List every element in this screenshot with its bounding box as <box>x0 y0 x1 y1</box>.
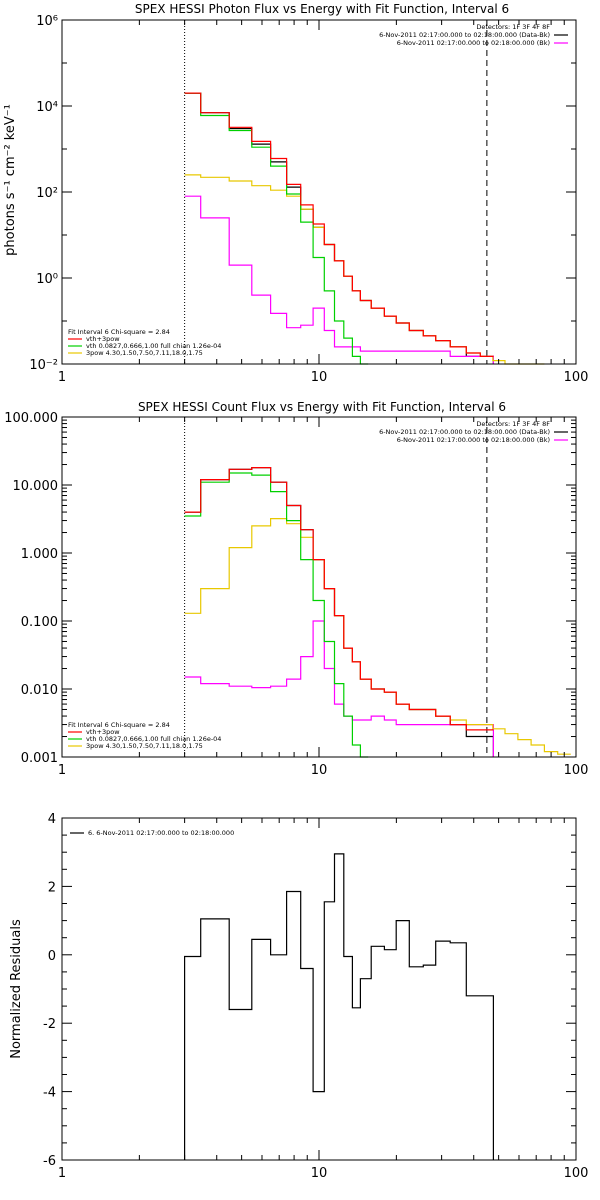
panel1-series-line <box>184 92 494 357</box>
panel3-y-axis-label: Normalized Residuals <box>9 919 24 1059</box>
panel1-y-tick-label: 10⁰ <box>36 272 58 287</box>
panel2-legend-entry: Fit Interval 6 Chi-square = 2.84 <box>68 721 170 729</box>
panel2-y-tick-label: 1.000 <box>21 547 58 562</box>
panel2-x-tick-label: 1 <box>58 763 66 778</box>
panel1-series-line <box>184 195 494 364</box>
panel2-y-tick-label: 10.000 <box>13 479 59 494</box>
panel3-y-tick-label: -2 <box>43 1017 56 1032</box>
panel3-series-line <box>184 853 494 1160</box>
panel2-legend-entry: vth 0.0827,0.666,1.00 full chian 1.26e-0… <box>86 735 221 743</box>
panel2-y-tick-label: 0.010 <box>21 683 58 698</box>
panel1-y-axis-label: photons s⁻¹ cm⁻² keV⁻¹ <box>3 104 18 256</box>
panel1-legend-entry: Detectors: 1F 3F 4F 8F <box>476 23 550 31</box>
panel3-plot-frame <box>61 817 577 1161</box>
panel3-y-tick-label: -6 <box>43 1154 56 1169</box>
panel3-y-tick-label: 4 <box>48 812 56 827</box>
residuals-panel: Normalized Residuals 1 10 100 -6 -4 -2 0 2 4 6. … <box>9 812 588 1181</box>
panel1-legend-entry: Fit Interval 6 Chi-square = 2.84 <box>68 328 170 336</box>
panel2-legend-entry: vth+3pow <box>86 728 120 736</box>
panel1-legend-entry: vth 0.0827,0.666,1.00 full chian 1.26e-0… <box>86 342 221 350</box>
panel2-series-line <box>184 467 494 731</box>
panel2-y-tick-label: 0.001 <box>21 751 58 766</box>
panel2-legend-entry: Detectors: 1F 3F 4F 8F <box>476 420 550 428</box>
panel3-y-tick-label: 0 <box>48 949 56 964</box>
panel2-legend-entry: 6-Nov-2011 02:17:00.000 to 02:18:00.000 … <box>397 436 550 444</box>
panel2-x-tick-label: 100 <box>564 763 589 778</box>
panel1-legend-entry: 3pow 4.30,1.50,7.50,7.11,18.0,1.75 <box>86 349 203 357</box>
panel3-legend-entry: 6. 6-Nov-2011 02:17:00.000 to 02:18:00.0… <box>88 829 234 837</box>
panel2-y-tick-label: 100.000 <box>4 411 58 426</box>
panel2-series-line <box>184 620 494 757</box>
panel2-legend-entry: 3pow 4.30,1.50,7.50,7.11,18.0,1.75 <box>86 742 203 750</box>
panel1-y-tick-label: 10⁴ <box>36 100 58 115</box>
count-flux-panel: SPEX HESSI Count Flux vs Energy with Fit… <box>4 400 588 778</box>
panel1-legend-entry: 6-Nov-2011 02:17:00.000 to 02:18:00.000 … <box>379 31 550 39</box>
panel2-series-line <box>184 518 571 755</box>
panel2-series-line <box>184 472 369 758</box>
panel3-x-tick-label: 1 <box>58 1166 66 1181</box>
panel3-y-tick-label: -4 <box>43 1086 56 1101</box>
panel2-legend-top-right: Detectors: 1F 3F 4F 8F6-Nov-2011 02:17:0… <box>379 420 568 444</box>
panel1-y-tick-label: 10⁶ <box>36 14 58 29</box>
panel3-x-tick-label: 100 <box>564 1166 589 1181</box>
panel1-y-tick-label: 10⁻² <box>29 358 58 373</box>
panel1-legend-top-right: Detectors: 1F 3F 4F 8F6-Nov-2011 02:17:0… <box>379 23 568 47</box>
photon-flux-panel: SPEX HESSI Photon Flux vs Energy with Fi… <box>3 2 588 385</box>
panel1-legend-bottom-left: Fit Interval 6 Chi-square = 2.84vth+3pow… <box>68 328 221 357</box>
panel1-legend-entry: vth+3pow <box>86 335 120 343</box>
panel2-x-tick-label: 10 <box>311 763 328 778</box>
panel3-legend-top-left: 6. 6-Nov-2011 02:17:00.000 to 02:18:00.0… <box>70 829 234 837</box>
panel1-title: SPEX HESSI Photon Flux vs Energy with Fi… <box>135 2 509 16</box>
panel1-y-tick-label: 10² <box>36 186 58 201</box>
panel2-series-line <box>184 467 494 757</box>
panel2-title: SPEX HESSI Count Flux vs Energy with Fit… <box>138 400 506 414</box>
panel1-plot-frame <box>61 19 577 365</box>
panel1-x-tick-label: 100 <box>564 370 589 385</box>
panel2-legend-entry: 6-Nov-2011 02:17:00.000 to 02:18:00.000 … <box>379 428 550 436</box>
panel1-x-tick-label: 10 <box>311 370 328 385</box>
panel1-series-line <box>184 174 545 365</box>
panel1-series-line <box>184 92 369 365</box>
panel2-y-tick-label: 0.100 <box>21 615 58 630</box>
panel1-x-tick-label: 1 <box>58 370 66 385</box>
panel2-legend-bottom-left: Fit Interval 6 Chi-square = 2.84vth+3pow… <box>68 721 221 750</box>
panel2-plot-frame <box>61 416 577 758</box>
panel3-x-tick-label: 10 <box>311 1166 328 1181</box>
panel1-legend-entry: 6-Nov-2011 02:17:00.000 to 02:18:00.000 … <box>397 39 550 47</box>
panel3-y-tick-label: 2 <box>48 880 56 895</box>
panel1-series-line <box>184 92 494 364</box>
